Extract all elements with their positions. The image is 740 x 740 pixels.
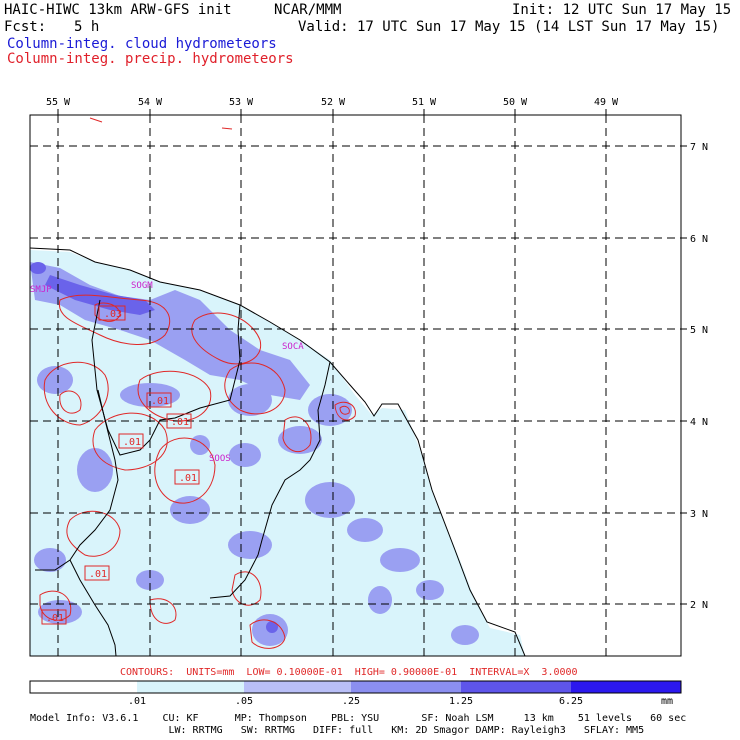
shade-dark-regions xyxy=(30,262,278,633)
colorbar-tick: .25 xyxy=(342,696,360,707)
map-frame xyxy=(29,114,682,657)
contour-label: .01 xyxy=(123,437,141,448)
lon-label: 52 W xyxy=(321,97,346,108)
lat-label: 3 N xyxy=(690,509,708,520)
graticule xyxy=(30,115,681,656)
contour-label: .03 xyxy=(104,309,122,320)
field-title-precip: Column-integ. precip. hydrometeors xyxy=(7,51,294,67)
contours-info: CONTOURS: UNITS=mm LOW= 0.10000E-01 HIGH… xyxy=(120,667,578,678)
station-labels: SMJP SOGM SOCA SOOS xyxy=(30,281,304,464)
model-title: HAIC-HIWC 13km ARW-GFS init xyxy=(4,2,232,18)
precip-contours xyxy=(39,117,356,649)
axis-ticks xyxy=(57,109,687,605)
station-label: SOOS xyxy=(209,454,231,464)
colorbar-tick: .05 xyxy=(235,696,253,707)
init-time: Init: 12 UTC Sun 17 May 15 xyxy=(512,2,732,18)
lon-label: 51 W xyxy=(412,97,437,108)
contour-label: .01 xyxy=(179,473,197,484)
lon-label: 50 W xyxy=(503,97,528,108)
cloud-shading xyxy=(30,250,525,656)
contour-label: .01 xyxy=(171,417,189,428)
lon-label: 54 W xyxy=(138,97,163,108)
colorbar-units: mm xyxy=(661,696,673,707)
station-label: SOCA xyxy=(282,342,304,352)
colorbar xyxy=(29,680,682,694)
station-label: SMJP xyxy=(30,285,52,295)
lon-label: 53 W xyxy=(229,97,254,108)
model-info-line1: Model Info: V3.6.1 CU: KF MP: Thompson P… xyxy=(30,713,687,724)
forecast-label: Fcst: xyxy=(4,19,47,35)
lat-label: 2 N xyxy=(690,600,708,611)
contour-label: .01 xyxy=(46,613,64,624)
colorbar-tick: .01 xyxy=(128,696,146,707)
lon-labels: 55 W 54 W 53 W 52 W 51 W 50 W 49 W xyxy=(46,97,619,108)
org-label: NCAR/MMM xyxy=(274,2,342,18)
contour-label: .01 xyxy=(151,396,169,407)
lon-label: 49 W xyxy=(594,97,619,108)
lon-label: 55 W xyxy=(46,97,71,108)
valid-time: Valid: 17 UTC Sun 17 May 15 (14 LST Sun … xyxy=(298,19,720,35)
forecast-hour: 5 h xyxy=(74,19,100,35)
colorbar-tick: 1.25 xyxy=(449,696,473,707)
lat-labels: 7 N 6 N 5 N 4 N 3 N 2 N xyxy=(690,142,708,611)
contour-labels: .03 .01 .01 .01 .01 .01 .01 xyxy=(41,305,200,625)
lat-label: 5 N xyxy=(690,325,708,336)
model-info-line2: LW: RRTMG SW: RRTMG DIFF: full KM: 2D Sm… xyxy=(30,725,645,736)
lat-label: 7 N xyxy=(690,142,708,153)
coastline xyxy=(30,247,526,656)
colorbar-tick: 6.25 xyxy=(559,696,583,707)
lat-label: 4 N xyxy=(690,417,708,428)
contour-label: .01 xyxy=(89,569,107,580)
field-title-cloud: Column-integ. cloud hydrometeors xyxy=(7,36,277,52)
colorbar-ticks: .01 .05 .25 1.25 6.25 mm xyxy=(128,696,673,707)
lat-label: 6 N xyxy=(690,234,708,245)
station-label: SOGM xyxy=(131,281,153,291)
